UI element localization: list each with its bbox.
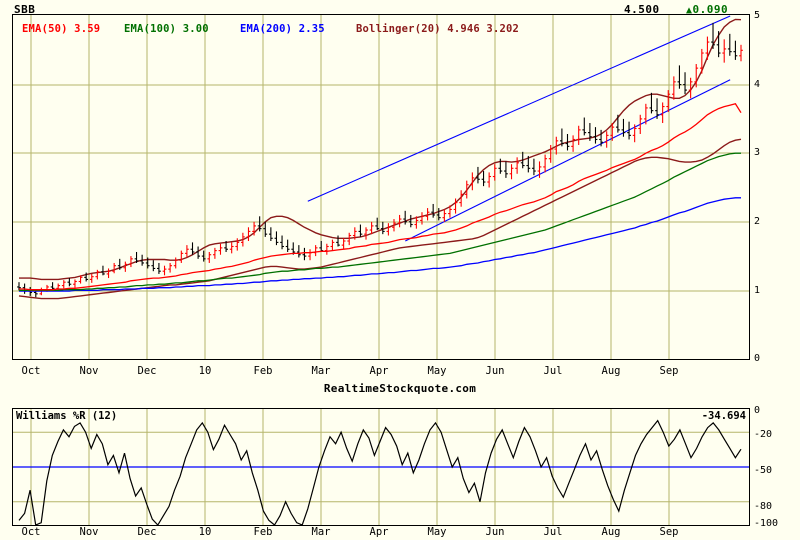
price-x-tick: Nov: [79, 365, 99, 377]
legend-ema100: EMA(100) 3.00: [124, 23, 209, 35]
williams-r-y-tick: -50: [754, 465, 773, 476]
williams-r-x-tick: Jul: [543, 526, 563, 538]
legend-bollinger: Bollinger(20) 4.946 3.202: [356, 23, 520, 35]
last-price: 4.500: [624, 3, 660, 16]
price-x-tick: Sep: [659, 365, 679, 377]
williams-r-x-tick: Sep: [659, 526, 679, 538]
price-y-tick: 0: [754, 353, 761, 364]
williams-r-x-tick: Dec: [137, 526, 157, 538]
williams-r-x-tick: Apr: [369, 526, 389, 538]
price-x-tick: Jun: [485, 365, 505, 377]
up-arrow-icon: ▲: [686, 5, 693, 16]
price-x-tick: May: [427, 365, 447, 377]
price-x-tick: Mar: [311, 365, 331, 377]
williams-r-value: -34.694: [701, 410, 746, 422]
price-y-tick: 2: [754, 216, 761, 227]
williams-r-y-tick: 0: [754, 405, 761, 416]
price-x-tick: 10: [198, 365, 212, 377]
price-change-value: 0.090: [692, 3, 729, 16]
price-y-tick: 3: [754, 147, 761, 158]
price-change: ▲0.090: [686, 3, 728, 16]
price-x-tick: Feb: [253, 365, 273, 377]
williams-r-x-tick: Feb: [253, 526, 273, 538]
williams-r-panel[interactable]: [12, 408, 750, 526]
price-chart-canvas: [13, 15, 749, 359]
williams-r-x-tick: Aug: [601, 526, 621, 538]
price-y-tick: 4: [754, 79, 761, 90]
price-x-tick: Aug: [601, 365, 621, 377]
williams-r-x-tick: Oct: [21, 526, 41, 538]
price-x-tick: Dec: [137, 365, 157, 377]
price-x-tick: Apr: [369, 365, 389, 377]
williams-r-canvas: [13, 409, 749, 525]
williams-r-x-tick: 10: [198, 526, 212, 538]
price-chart-panel[interactable]: [12, 14, 750, 360]
williams-r-y-tick: -20: [754, 429, 773, 440]
watermark: RealtimeStockquote.com: [323, 382, 477, 395]
ticker-symbol: SBB: [14, 3, 36, 16]
legend-ema200: EMA(200) 2.35: [240, 23, 325, 35]
price-x-tick: Oct: [21, 365, 41, 377]
legend-ema50: EMA(50) 3.59: [22, 23, 101, 35]
williams-r-x-tick: Mar: [311, 526, 331, 538]
price-x-tick: Jul: [543, 365, 563, 377]
price-y-tick: 1: [754, 285, 761, 296]
williams-r-x-tick: Nov: [79, 526, 99, 538]
williams-r-x-tick: May: [427, 526, 447, 538]
williams-r-y-tick: -100: [754, 518, 779, 529]
price-y-tick: 5: [754, 10, 761, 21]
williams-r-label: Williams %R (12): [16, 410, 118, 422]
williams-r-x-tick: Jun: [485, 526, 505, 538]
williams-r-y-tick: -80: [754, 501, 773, 512]
